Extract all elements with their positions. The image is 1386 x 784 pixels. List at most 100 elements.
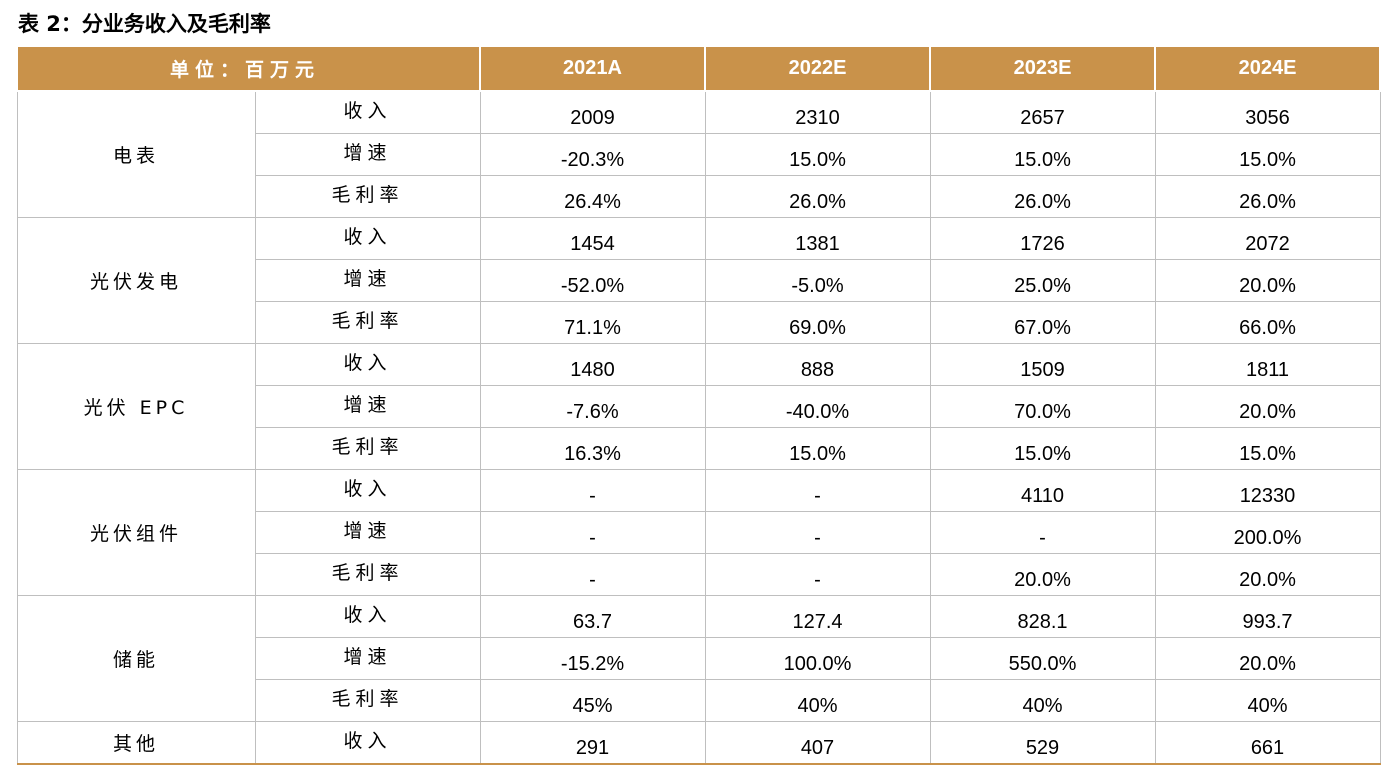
metric-label: 收入 bbox=[254, 721, 481, 765]
value-cell: 1811 bbox=[1154, 343, 1381, 386]
value-cell: 15.0% bbox=[1154, 427, 1381, 470]
value-cell: - bbox=[704, 553, 931, 596]
table-row: 增速 - - -200.0% bbox=[17, 511, 1381, 554]
value-cell: 16.3% bbox=[479, 427, 706, 470]
value-cell: 70.0% bbox=[929, 385, 1156, 428]
value-cell: -5.0% bbox=[704, 259, 931, 302]
value-cell: 1454 bbox=[479, 217, 706, 260]
metric-label: 增速 bbox=[254, 133, 481, 176]
value-cell: 1509 bbox=[929, 343, 1156, 386]
metric-label: 毛利率 bbox=[254, 301, 481, 344]
year-header: 2023E bbox=[929, 45, 1156, 92]
value-cell: 550.0% bbox=[929, 637, 1156, 680]
metric-label: 毛利率 bbox=[254, 175, 481, 218]
segment-name: 其他 bbox=[16, 721, 256, 765]
value-cell: 4110 bbox=[929, 469, 1156, 512]
value-cell: 40% bbox=[929, 679, 1156, 722]
header-row: 单位：百万元 2021A 2022E 2023E 2024E bbox=[16, 45, 1381, 92]
year-header: 2021A bbox=[479, 45, 706, 92]
value-cell: - bbox=[479, 511, 706, 554]
value-cell: 20.0% bbox=[1154, 637, 1381, 680]
value-cell: 26.0% bbox=[1154, 175, 1381, 218]
value-cell: -20.3% bbox=[479, 133, 706, 176]
value-cell: 20.0% bbox=[1154, 259, 1381, 302]
value-cell: 200.0% bbox=[1154, 511, 1381, 554]
year-header: 2024E bbox=[1154, 45, 1381, 92]
value-cell: 20.0% bbox=[1154, 553, 1381, 596]
value-cell: 26.0% bbox=[929, 175, 1156, 218]
value-cell: 71.1% bbox=[479, 301, 706, 344]
value-cell: 661 bbox=[1154, 721, 1381, 765]
table-row: 增速 -20.3% 15.0% 15.0% 15.0% bbox=[17, 133, 1381, 176]
value-cell: 15.0% bbox=[929, 427, 1156, 470]
value-cell: -7.6% bbox=[479, 385, 706, 428]
value-cell: 100.0% bbox=[704, 637, 931, 680]
value-cell: 993.7 bbox=[1154, 595, 1381, 638]
table-row: 光伏组件 收入 - -4110 12330 bbox=[16, 469, 1381, 596]
table-row: 增速 -52.0% -5.0% 25.0% 20.0% bbox=[17, 259, 1381, 302]
metric-label: 收入 bbox=[254, 469, 481, 512]
value-cell: - bbox=[479, 553, 706, 596]
segment-name: 光伏组件 bbox=[16, 469, 256, 596]
year-header: 2022E bbox=[704, 45, 931, 92]
value-cell: 12330 bbox=[1154, 469, 1381, 512]
value-cell: 15.0% bbox=[1154, 133, 1381, 176]
value-cell: 25.0% bbox=[929, 259, 1156, 302]
value-cell: 15.0% bbox=[704, 133, 931, 176]
value-cell: 20.0% bbox=[1154, 385, 1381, 428]
value-cell: -52.0% bbox=[479, 259, 706, 302]
value-cell: 888 bbox=[704, 343, 931, 386]
value-cell: 2310 bbox=[704, 90, 931, 134]
table-title: 表 2：分业务收入及毛利率 bbox=[18, 12, 271, 36]
segment-name: 储能 bbox=[16, 595, 256, 722]
value-cell: - bbox=[479, 469, 706, 512]
metric-label: 毛利率 bbox=[254, 553, 481, 596]
value-cell: 1381 bbox=[704, 217, 931, 260]
value-cell: 67.0% bbox=[929, 301, 1156, 344]
value-cell: 40% bbox=[704, 679, 931, 722]
value-cell: 20.0% bbox=[929, 553, 1156, 596]
value-cell: 40% bbox=[1154, 679, 1381, 722]
value-cell: 66.0% bbox=[1154, 301, 1381, 344]
value-cell: 1726 bbox=[929, 217, 1156, 260]
table-row: 电表 收入 2009 2310 2657 3056 bbox=[16, 90, 1381, 218]
segment-name: 电表 bbox=[16, 90, 256, 218]
value-cell: -40.0% bbox=[704, 385, 931, 428]
value-cell: 2072 bbox=[1154, 217, 1381, 260]
segment-name: 光伏发电 bbox=[16, 217, 256, 344]
value-cell: 291 bbox=[479, 721, 706, 765]
value-cell: 529 bbox=[929, 721, 1156, 765]
value-cell: 828.1 bbox=[929, 595, 1156, 638]
value-cell: 2657 bbox=[929, 90, 1156, 134]
table-row: 毛利率 26.4% 26.0% 26.0% 26.0% bbox=[17, 175, 1381, 218]
value-cell: -15.2% bbox=[479, 637, 706, 680]
table-row: 光伏发电 收入 1454 1381 1726 2072 bbox=[16, 217, 1381, 344]
metric-label: 收入 bbox=[254, 90, 481, 134]
table-row: 其他 收入 291 407 529 661 bbox=[16, 721, 1381, 765]
metric-label: 收入 bbox=[254, 343, 481, 386]
value-cell: 2009 bbox=[479, 90, 706, 134]
metric-label: 毛利率 bbox=[254, 679, 481, 722]
value-cell: 407 bbox=[704, 721, 931, 765]
table-row: 毛利率 16.3% 15.0% 15.0% 15.0% bbox=[17, 427, 1381, 470]
revenue-margin-table: 单位：百万元 2021A 2022E 2023E 2024E 电表 收入 2009 2… bbox=[16, 45, 1381, 765]
table-row: 增速 -7.6% -40.0% 70.0% 20.0% bbox=[17, 385, 1381, 428]
table-row: 光伏 EPC 收入 1480 888 1509 1811 bbox=[16, 343, 1381, 470]
value-cell: 127.4 bbox=[704, 595, 931, 638]
value-cell: 69.0% bbox=[704, 301, 931, 344]
value-cell: 15.0% bbox=[704, 427, 931, 470]
metric-label: 增速 bbox=[254, 259, 481, 302]
value-cell: 26.0% bbox=[704, 175, 931, 218]
value-cell: 45% bbox=[479, 679, 706, 722]
table-row: 毛利率 45% 40% 40% 40% bbox=[17, 679, 1381, 722]
metric-label: 增速 bbox=[254, 511, 481, 554]
value-cell: - bbox=[704, 469, 931, 512]
value-cell: 63.7 bbox=[479, 595, 706, 638]
table-row: 毛利率 71.1% 69.0% 67.0% 66.0% bbox=[17, 301, 1381, 344]
value-cell: 3056 bbox=[1154, 90, 1381, 134]
table-row: 增速 -15.2% 100.0% 550.0% 20.0% bbox=[17, 637, 1381, 680]
table-body: 电表 收入 2009 2310 2657 3056 增速 -20.3% 15.0% 15.0% 15… bbox=[16, 90, 1381, 765]
value-cell: 26.4% bbox=[479, 175, 706, 218]
table-row: 毛利率 - -20.0% 20.0% bbox=[17, 553, 1381, 596]
value-cell: 1480 bbox=[479, 343, 706, 386]
